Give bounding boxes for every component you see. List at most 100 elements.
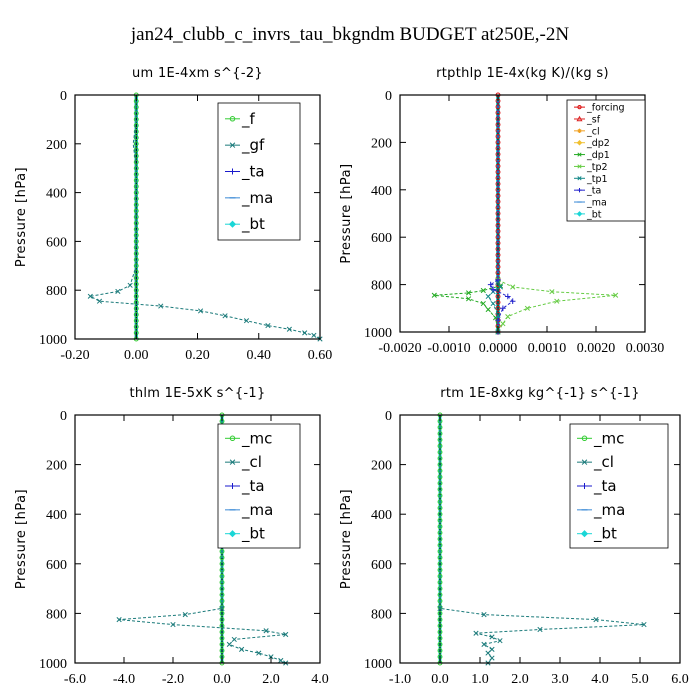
- x-tick-label: 4.0: [591, 672, 609, 687]
- series-point-cl: [437, 605, 443, 612]
- series-line-dp1: [434, 95, 502, 332]
- x-tick-label: 6.0: [671, 672, 689, 687]
- legend: _mc _cl _ta _ma _bt: [217, 423, 301, 549]
- x-tick-label: 0.40: [247, 348, 272, 363]
- series-point-ta: [500, 305, 506, 312]
- series-point-f: [133, 141, 139, 147]
- y-tick-label: 600: [46, 558, 67, 573]
- legend-marker: [577, 128, 582, 134]
- legend-label: _ma: [586, 198, 607, 209]
- series-point-cl: [489, 634, 495, 640]
- series-point-gf: [302, 330, 308, 336]
- series-point-tp1: [485, 293, 491, 300]
- series-point-mc: [219, 635, 225, 641]
- legend-label: _ma: [593, 501, 625, 520]
- series-point-forcing: [495, 299, 501, 305]
- legend-marker: [576, 211, 583, 217]
- y-tick-label: 1000: [364, 657, 392, 672]
- x-tick-label: 0.0000: [479, 341, 518, 356]
- legend: _f _gf _ta _ma _bt: [217, 102, 301, 241]
- series-point-cl: [593, 617, 599, 623]
- series-point-gf: [311, 332, 317, 338]
- series-point-gf: [222, 313, 228, 319]
- legend-marker: [228, 530, 237, 538]
- series-point-cl: [239, 646, 245, 652]
- plot-frame: [399, 414, 681, 664]
- series-point-cl: [283, 631, 289, 638]
- series-point-forcing: [495, 104, 501, 110]
- series-point-mc: [219, 573, 225, 579]
- series-point-mc: [219, 641, 225, 647]
- y-tick-label: 400: [371, 508, 392, 523]
- series-point-gf: [265, 322, 271, 329]
- legend-marker: [581, 435, 588, 442]
- series-point-mc: [437, 623, 443, 629]
- series-point-cl: [182, 612, 188, 618]
- series-point-forcing: [495, 134, 501, 139]
- series-point-ta: [490, 286, 496, 293]
- series-point-cl: [473, 630, 479, 636]
- y-axis-label: Pressure [hPa]: [339, 163, 354, 263]
- series-point-tp2: [554, 298, 560, 304]
- x-tick-label: -1.0: [389, 672, 411, 687]
- series-point-gf: [158, 303, 164, 309]
- legend-label: _tp1: [586, 174, 608, 185]
- y-tick-label: 800: [46, 284, 67, 299]
- series-point-tp2: [510, 284, 516, 290]
- series-point-gf: [127, 282, 133, 288]
- legend-marker: [229, 435, 236, 442]
- legend-marker: [229, 168, 236, 175]
- panel-title: rtm 1E-8xkg kg^{-1} s^{-1}: [440, 386, 640, 401]
- x-tick-label: 3.0: [551, 672, 569, 687]
- legend-label: _forcing: [586, 103, 625, 114]
- x-tick-label: 0.0020: [577, 341, 616, 356]
- series-point-dp1: [480, 287, 486, 294]
- legend: _forcing_sf_cl_dp2_dp1_tp2_tp1_ta_ma_bt: [566, 99, 646, 222]
- legend-marker: [577, 104, 582, 110]
- legend-label: _cl: [593, 453, 614, 472]
- series-point-cl: [231, 636, 237, 643]
- series-point-mc: [219, 648, 225, 654]
- series-point-f: [133, 293, 139, 299]
- series-point-mc: [437, 573, 443, 579]
- series-point-cl: [268, 654, 274, 660]
- series-point-tp2: [505, 314, 511, 320]
- legend-label: _cl: [586, 126, 600, 137]
- x-tick-label: 0.20: [185, 348, 210, 363]
- legend-marker: [581, 459, 588, 465]
- series-point-f: [133, 263, 139, 269]
- series-point-mc: [437, 629, 443, 635]
- chart-panel-3: thlm 1E-5xK s^{-1} Pressure [hPa] -6.0 -4.0…: [14, 386, 329, 687]
- x-tick-label: 0.60: [308, 348, 333, 363]
- series-point-forcing: [495, 294, 501, 299]
- y-tick-label: 1000: [364, 326, 392, 341]
- y-tick-label: 400: [371, 184, 392, 199]
- chart-panel-1: um 1E-4xm s^{-2} Pressure [hPa] -0.20 0.00 0…: [14, 66, 332, 363]
- series-point-cl: [263, 628, 269, 634]
- x-tick-label: 2.0: [511, 672, 529, 687]
- series-point-mc: [437, 499, 443, 505]
- y-axis-label: Pressure [hPa]: [14, 167, 29, 267]
- series-point-f: [133, 275, 139, 281]
- y-tick-label: 200: [46, 459, 67, 474]
- legend-label: _bt: [593, 525, 617, 544]
- series-point-f: [133, 184, 139, 189]
- legend-marker: [577, 152, 582, 157]
- series-point-dp1: [480, 300, 486, 307]
- series-point-forcing: [495, 305, 501, 311]
- series-point-cl: [219, 605, 225, 612]
- series-point-cl: [278, 657, 284, 664]
- series-point-f: [133, 281, 139, 287]
- series-point-cl: [485, 650, 491, 656]
- y-tick-label: 600: [371, 231, 392, 246]
- series-point-f: [133, 287, 139, 293]
- series-point-cl: [481, 612, 487, 618]
- series-point-ta: [509, 298, 516, 304]
- legend-label: _bt: [241, 525, 265, 544]
- legend-label: _f: [241, 110, 256, 129]
- y-tick-label: 1000: [39, 333, 67, 348]
- legend-label: _cl: [241, 453, 262, 472]
- x-tick-label: 4.0: [311, 672, 329, 687]
- legend-label: _ta: [241, 163, 265, 182]
- legend-label: _mc: [593, 429, 624, 448]
